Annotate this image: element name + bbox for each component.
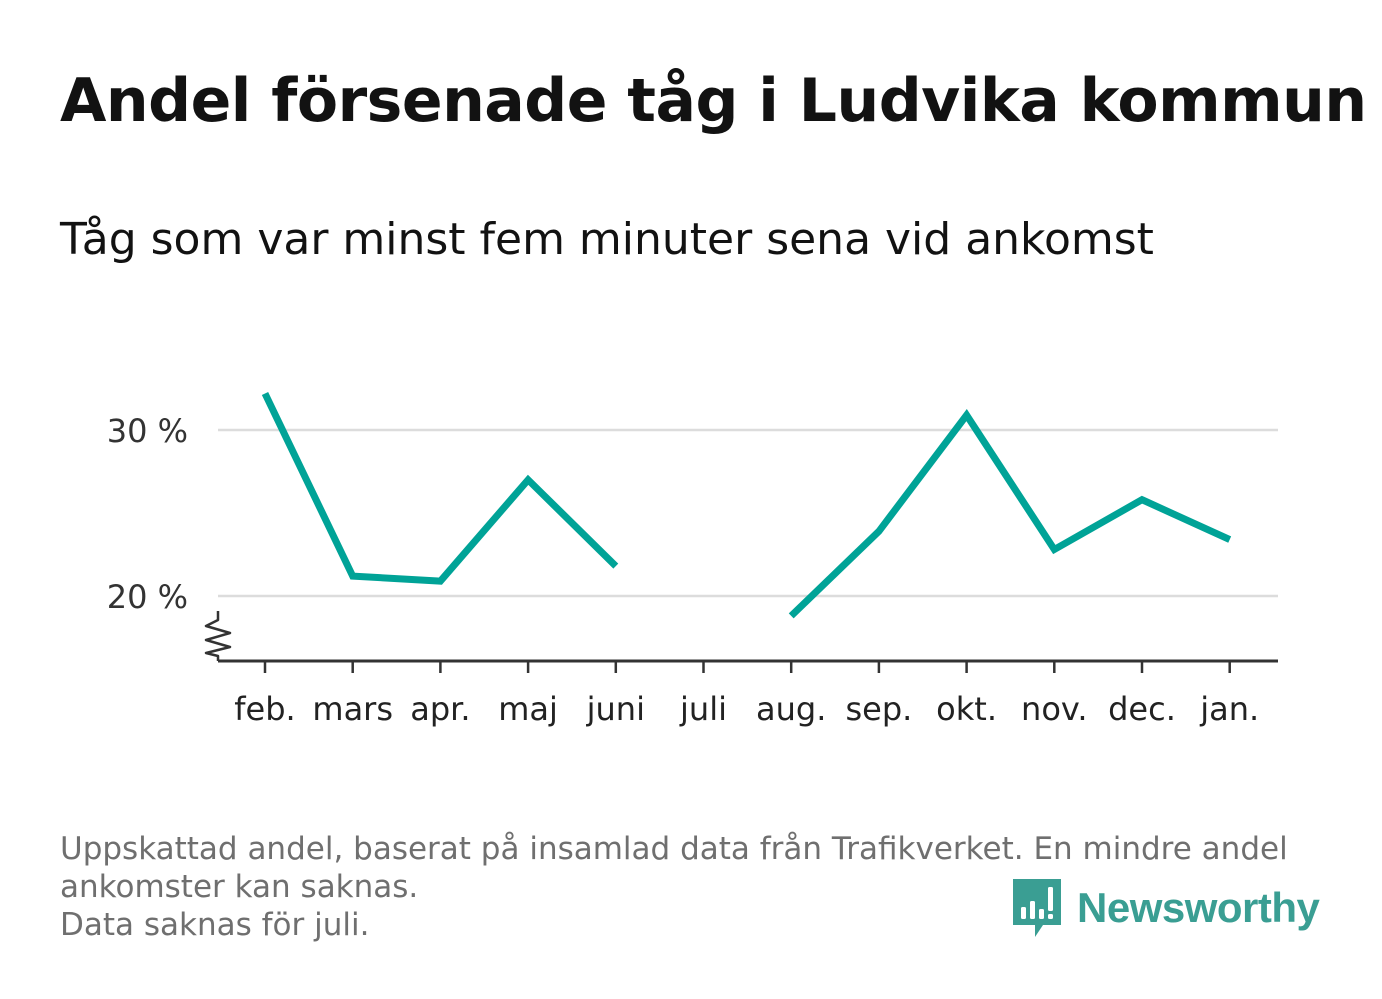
- x-tick-label: nov.: [1021, 690, 1087, 728]
- footnote-line-1: Uppskattad andel, baserat på insamlad da…: [60, 831, 1288, 867]
- series-line-segment: [261, 391, 619, 585]
- brand-name: Newsworthy: [1077, 884, 1320, 931]
- y-axis-break-icon: [204, 611, 232, 661]
- footnote-line-2: ankomster kan saknas.: [60, 869, 419, 905]
- x-tick-label: sep.: [845, 690, 912, 728]
- y-tick-label: 20 %: [107, 578, 188, 616]
- x-tick-label: dec.: [1108, 690, 1176, 728]
- x-tick-label: juni: [586, 690, 645, 728]
- chart-footnote: Uppskattad andel, baserat på insamlad da…: [60, 830, 1310, 944]
- brand-logo: Newsworthy: [1011, 877, 1320, 939]
- chart-subtitle: Tåg som var minst fem minuter sena vid a…: [60, 214, 1154, 265]
- x-tick-label: maj: [498, 690, 558, 728]
- newsworthy-logo-icon: [1013, 879, 1061, 937]
- x-tick-label: apr.: [410, 690, 470, 728]
- y-tick-label: 30 %: [107, 412, 188, 450]
- x-tick-label: feb.: [234, 690, 295, 728]
- series-line-segment: [788, 409, 1232, 619]
- x-tick-label: okt.: [936, 690, 997, 728]
- x-tick-label: jan.: [1199, 690, 1259, 728]
- x-tick-label: mars: [312, 690, 393, 728]
- x-tick-label: juli: [679, 690, 727, 728]
- footnote-line-3: Data saknas för juli.: [60, 907, 370, 943]
- x-tick-label: aug.: [756, 690, 826, 728]
- chart-title: Andel försenade tåg i Ludvika kommun: [60, 66, 1367, 136]
